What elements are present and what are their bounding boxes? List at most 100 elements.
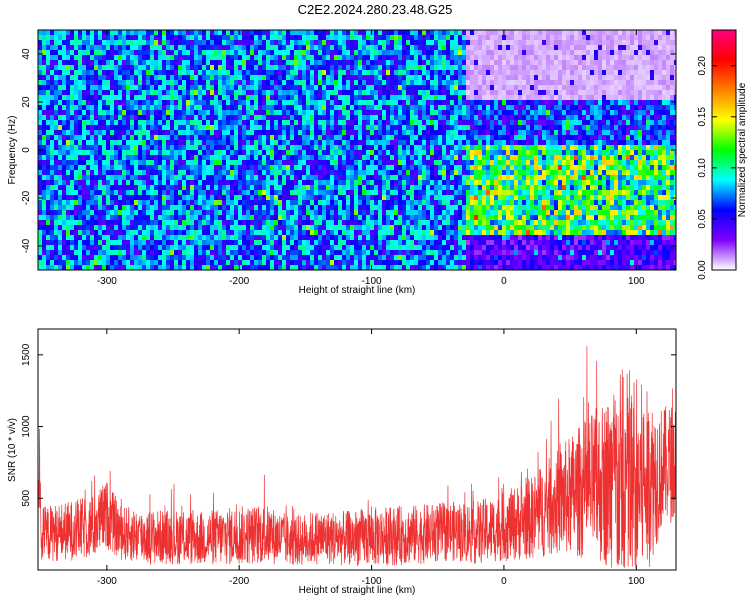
heatmap-cell xyxy=(430,55,435,61)
heatmap-cell xyxy=(38,140,43,146)
heatmap-cell xyxy=(506,170,511,176)
heatmap-cell xyxy=(442,110,447,116)
heatmap-cell xyxy=(526,85,531,91)
heatmap-cell xyxy=(482,45,487,51)
heatmap-cell xyxy=(146,145,151,151)
heatmap-cell xyxy=(246,35,251,41)
heatmap-cell xyxy=(430,125,435,131)
heatmap-cell xyxy=(350,60,355,66)
heatmap-cell xyxy=(146,150,151,156)
heatmap-cell xyxy=(646,30,651,36)
heatmap-cell xyxy=(526,165,531,171)
heatmap-cell xyxy=(50,70,55,76)
heatmap-cell xyxy=(298,90,303,96)
heatmap-cell xyxy=(458,180,463,186)
heatmap-cell xyxy=(430,30,435,36)
heatmap-cell xyxy=(166,45,171,51)
heatmap-cell xyxy=(250,90,255,96)
heatmap-cell xyxy=(570,135,575,141)
heatmap-cell xyxy=(190,65,195,71)
heatmap-cell xyxy=(70,75,75,81)
heatmap-cell xyxy=(466,155,471,161)
heatmap-cell xyxy=(246,155,251,161)
heatmap-cell xyxy=(526,155,531,161)
heatmap-cell xyxy=(598,105,603,111)
heatmap-cell xyxy=(62,145,67,151)
heatmap-cell xyxy=(598,55,603,61)
heatmap-cell xyxy=(654,80,659,86)
heatmap-cell xyxy=(566,80,571,86)
heatmap-cell xyxy=(330,170,335,176)
heatmap-cell xyxy=(178,145,183,151)
heatmap-cell xyxy=(158,120,163,126)
heatmap-cell xyxy=(426,150,431,156)
heatmap-cell xyxy=(430,100,435,106)
heatmap-cell xyxy=(46,55,51,61)
heatmap-cell xyxy=(162,110,167,116)
heatmap-cell xyxy=(498,130,503,136)
heatmap-cell xyxy=(454,145,459,151)
heatmap-cell xyxy=(622,40,627,46)
heatmap-cell xyxy=(498,165,503,171)
heatmap-cell xyxy=(622,115,627,121)
heatmap-cell xyxy=(366,110,371,116)
heatmap-cell xyxy=(486,105,491,111)
heatmap-cell xyxy=(506,80,511,86)
heatmap-cell xyxy=(58,125,63,131)
heatmap-cell xyxy=(230,110,235,116)
heatmap-cell xyxy=(426,85,431,91)
heatmap-cell xyxy=(586,130,591,136)
heatmap-cell xyxy=(94,120,99,126)
heatmap-cell xyxy=(274,100,279,106)
heatmap-cell xyxy=(654,35,659,41)
heatmap-cell xyxy=(566,155,571,161)
heatmap-cell xyxy=(550,135,555,141)
heatmap-cell xyxy=(590,70,595,76)
heatmap-cell xyxy=(558,170,563,176)
heatmap-cell xyxy=(518,45,523,51)
heatmap-cell xyxy=(102,175,107,181)
heatmap-cell xyxy=(562,135,567,141)
heatmap-cell xyxy=(530,60,535,66)
heatmap-cell xyxy=(474,70,479,76)
heatmap-cell xyxy=(342,120,347,126)
heatmap-cell xyxy=(294,50,299,56)
heatmap-cell xyxy=(166,110,171,116)
heatmap-cell xyxy=(62,170,67,176)
heatmap-cell xyxy=(222,175,227,181)
heatmap-cell xyxy=(54,135,59,141)
heatmap-cell xyxy=(138,95,143,101)
heatmap-cell xyxy=(586,105,591,111)
heatmap-cell xyxy=(282,160,287,166)
heatmap-cell xyxy=(510,95,515,101)
heatmap-cell xyxy=(602,40,607,46)
heatmap-cell xyxy=(358,125,363,131)
heatmap-cell xyxy=(626,45,631,51)
heatmap-cell xyxy=(206,175,211,181)
heatmap-cell xyxy=(350,160,355,166)
heatmap-cell xyxy=(474,110,479,116)
heatmap-cell xyxy=(290,35,295,41)
heatmap-cell xyxy=(382,85,387,91)
heatmap-cell xyxy=(386,110,391,116)
heatmap-cell xyxy=(86,50,91,56)
heatmap-cell xyxy=(406,60,411,66)
heatmap-cell xyxy=(110,35,115,41)
heatmap-cell xyxy=(470,125,475,131)
heatmap-cell xyxy=(38,175,43,181)
heatmap-cell xyxy=(150,185,155,191)
heatmap-cell xyxy=(306,90,311,96)
heatmap-cell xyxy=(326,125,331,131)
heatmap-cell xyxy=(282,135,287,141)
heatmap-cell xyxy=(486,155,491,161)
heatmap-cell xyxy=(442,35,447,41)
heatmap-cell xyxy=(178,125,183,131)
heatmap-cell xyxy=(314,110,319,116)
heatmap-cell xyxy=(410,110,415,116)
heatmap-cell xyxy=(670,50,675,56)
heatmap-cell xyxy=(142,175,147,181)
heatmap-cell xyxy=(302,145,307,151)
heatmap-cell xyxy=(490,160,495,166)
heatmap-cell xyxy=(82,90,87,96)
heatmap-cell xyxy=(270,80,275,86)
